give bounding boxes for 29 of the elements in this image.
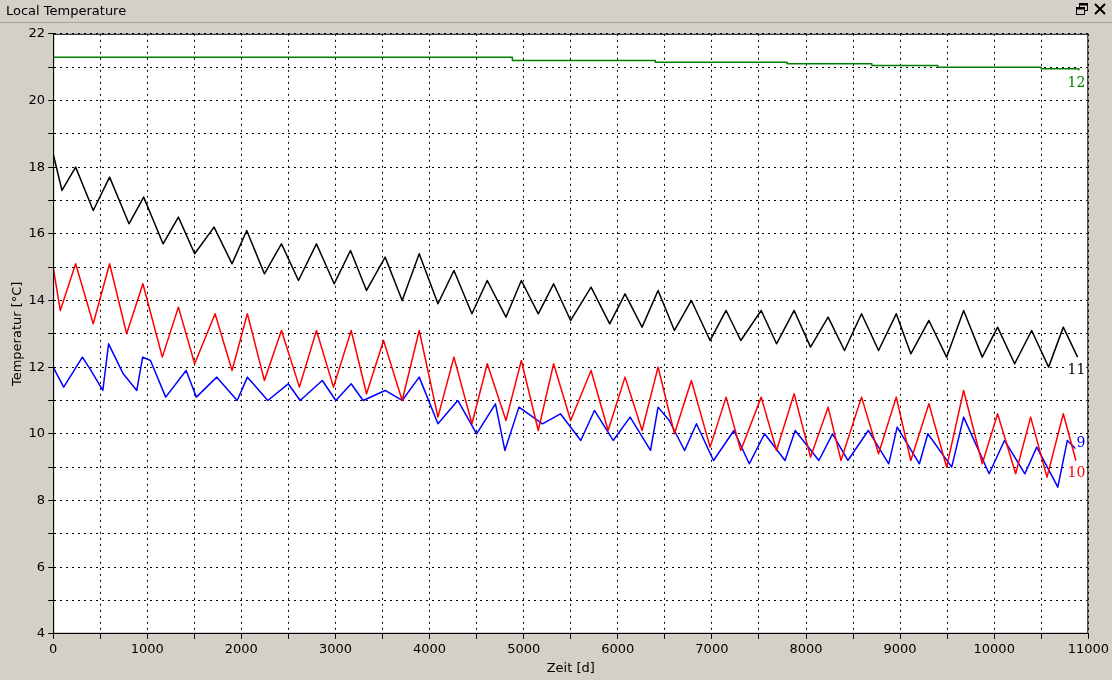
x-tick-label: 5000 xyxy=(507,640,541,656)
x-tick-label: 7000 xyxy=(695,640,729,656)
y-tick-label: 12 xyxy=(28,358,46,374)
y-tick-label: 6 xyxy=(36,558,46,574)
x-tick-label: 1000 xyxy=(130,640,164,656)
x-tick-label: 11000 xyxy=(1067,640,1109,656)
y-tick-label: 4 xyxy=(36,625,46,641)
x-tick-label: 8000 xyxy=(789,640,823,656)
y-tick-label: 20 xyxy=(28,91,46,107)
series-label: 9 xyxy=(1076,434,1086,451)
x-tick-label: 6000 xyxy=(601,640,635,656)
y-tick-label: 14 xyxy=(28,291,46,307)
chart-title: Local Temperature xyxy=(6,3,127,18)
x-tick-label: 4000 xyxy=(413,640,447,656)
y-tick-label: 8 xyxy=(36,491,46,507)
series-label: 10 xyxy=(1067,464,1086,481)
y-axis-title: Temperatur [°C] xyxy=(9,281,25,388)
y-tick-label: 18 xyxy=(28,158,46,174)
x-tick-label: 9000 xyxy=(883,640,917,656)
y-tick-label: 16 xyxy=(28,225,46,241)
x-tick-label: 10000 xyxy=(973,640,1015,656)
x-tick-label: 3000 xyxy=(318,640,353,656)
x-tick-label: 2000 xyxy=(224,640,258,656)
y-tick-label: 22 xyxy=(28,25,46,41)
x-tick-label: 0 xyxy=(49,640,58,656)
y-tick-label: 10 xyxy=(28,425,46,441)
x-axis-title: Zeit [d] xyxy=(546,659,595,675)
series-label: 11 xyxy=(1067,360,1086,377)
series-label: 12 xyxy=(1067,74,1086,91)
